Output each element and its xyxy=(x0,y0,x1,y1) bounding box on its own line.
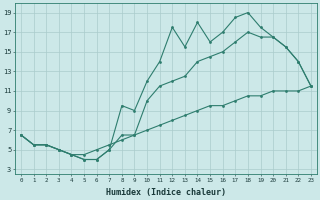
X-axis label: Humidex (Indice chaleur): Humidex (Indice chaleur) xyxy=(106,188,226,197)
